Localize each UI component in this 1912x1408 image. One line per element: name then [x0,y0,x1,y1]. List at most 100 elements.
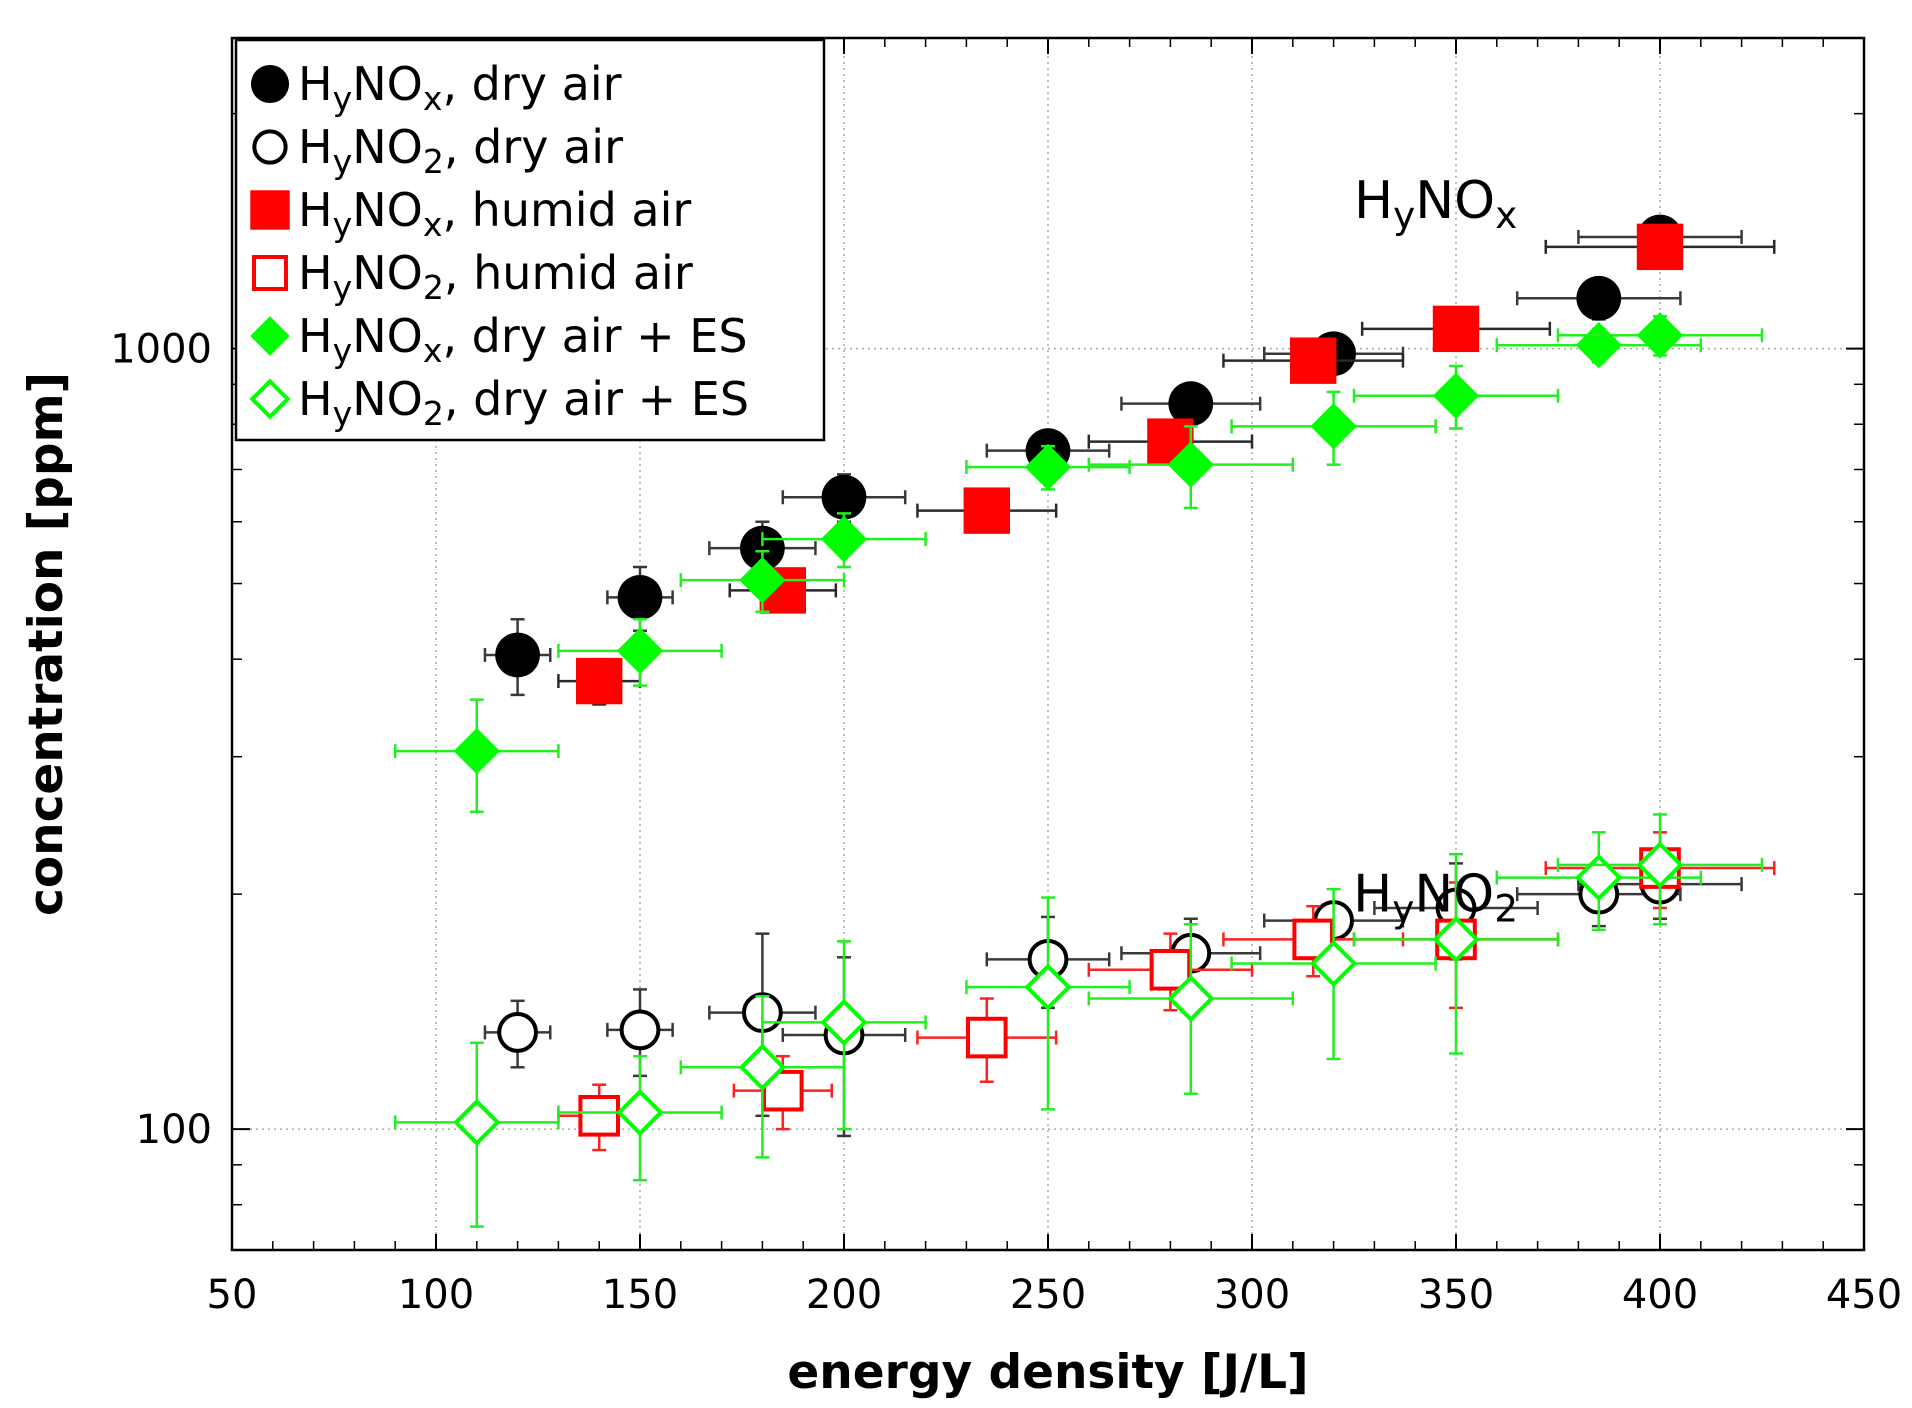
y-tick-label: 100 [136,1107,212,1153]
y-tick-label: 1000 [110,327,212,373]
legend-entry: HyNO2, dry air + ES [249,372,749,433]
data-marker [963,487,1010,534]
data-point [393,698,560,814]
legend-entry: HyNO2, humid air [252,246,693,307]
data-marker [495,632,540,678]
legend-marker [250,190,290,230]
series-4 [393,312,1764,814]
x-tick-label: 100 [398,1272,474,1318]
data-series [393,214,1776,1228]
data-marker [966,1016,1008,1059]
data-point [761,512,927,569]
data-point [1222,337,1405,384]
data-point [1352,364,1560,430]
data-marker [820,998,868,1047]
legend-label: HyNO2, dry air + ES [298,372,749,433]
legend-marker [252,129,288,165]
data-point [1120,381,1262,427]
data-marker [453,1098,501,1147]
data-point [1352,852,1560,1055]
data-point [1230,390,1437,466]
annotation-label: HyNOx [1354,171,1517,237]
data-point [679,549,846,614]
data-point [1087,932,1254,1012]
legend-label: HyNOx, dry air [298,57,622,118]
data-marker [739,556,786,604]
data-marker [1432,915,1480,964]
legend-label: HyNO2, humid air [298,246,693,307]
data-marker [617,574,663,620]
data-marker [740,525,785,571]
data-point [916,487,1058,534]
legend-entry: HyNOx, dry air [250,57,622,118]
legend-marker [250,316,290,356]
data-point [965,443,1131,491]
data-marker [578,1095,621,1137]
data-point [557,1083,642,1152]
legend-box [234,38,826,442]
data-marker [1575,853,1623,902]
data-point [483,618,552,697]
data-point [557,1054,723,1182]
data-point [1087,418,1254,465]
data-marker [619,1009,661,1051]
axis-ticks: 50 100 150 200 250 300 350 400 450 100 1000 [110,38,1902,1318]
y-axis-title: concentration [ppm] [19,372,74,916]
legend-entry: HyNO2, dry air [252,120,623,181]
x-tick-label: 450 [1826,1272,1902,1318]
data-marker [1167,441,1214,488]
data-point [916,997,1058,1083]
x-tick-label: 350 [1418,1272,1494,1318]
annotation-label: HyNO2 [1353,865,1518,931]
legend-marker [252,255,288,291]
data-marker [1168,381,1214,427]
data-point [732,1054,834,1131]
x-tick-label: 150 [602,1272,678,1318]
data-marker [497,1012,538,1053]
legend-marker [249,378,291,420]
x-tick-label: 200 [806,1272,882,1318]
data-marker [1149,948,1192,991]
data-marker [1575,322,1622,369]
x-tick-label: 400 [1622,1272,1698,1318]
data-point [1087,425,1295,510]
data-marker [1432,305,1480,353]
data-point [1556,312,1764,359]
series-5 [393,813,1764,1228]
data-marker [1576,275,1622,321]
data-marker [1636,312,1684,359]
data-marker [1310,403,1357,450]
data-point [1556,813,1764,926]
data-point [606,565,674,633]
data-marker [1636,223,1684,271]
data-marker [616,627,664,675]
data-point [1515,275,1682,321]
data-point [557,618,723,687]
data-marker [821,474,867,520]
series-1 [483,851,1743,1138]
data-point [965,896,1131,1111]
data-point [606,988,674,1078]
data-point [1544,223,1776,271]
data-point [393,1041,560,1228]
data-marker [616,1088,664,1137]
x-tick-label: 50 [207,1272,258,1318]
legend-marker [250,64,290,104]
series-2 [557,223,1776,706]
x-tick-label: 300 [1214,1272,1290,1318]
data-marker [1290,337,1337,384]
data-point [1087,923,1295,1095]
x-tick-label: 250 [1010,1272,1086,1318]
data-marker [1024,963,1072,1011]
data-marker [1167,974,1215,1023]
legend-label: HyNOx, dry air + ES [298,309,748,370]
data-point [761,940,927,1131]
data-point [483,999,552,1069]
data-marker [1636,841,1684,889]
legend-label: HyNO2, dry air [298,120,623,181]
legend-entry: HyNOx, dry air + ES [250,309,748,370]
x-axis-title: energy density [J/L] [787,1345,1308,1400]
data-point [557,657,642,706]
